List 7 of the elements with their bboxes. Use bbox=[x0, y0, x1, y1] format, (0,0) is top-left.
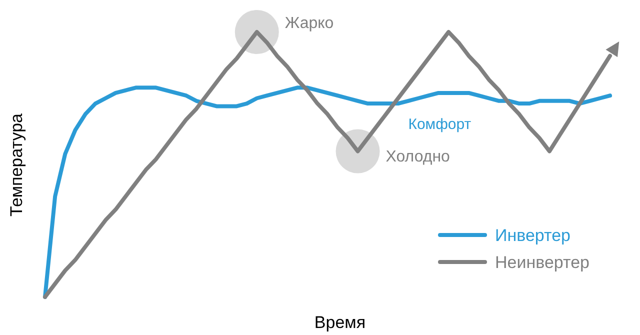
y-axis-title: Температура bbox=[7, 112, 26, 216]
legend-label: Инвертер bbox=[495, 226, 570, 245]
annotation: Жарко bbox=[284, 15, 334, 32]
annotation: Комфорт bbox=[408, 116, 472, 133]
annotation: Холодно bbox=[386, 148, 450, 166]
legend-label: Неинвертер bbox=[495, 253, 590, 272]
x-axis-title: Время bbox=[314, 313, 366, 332]
